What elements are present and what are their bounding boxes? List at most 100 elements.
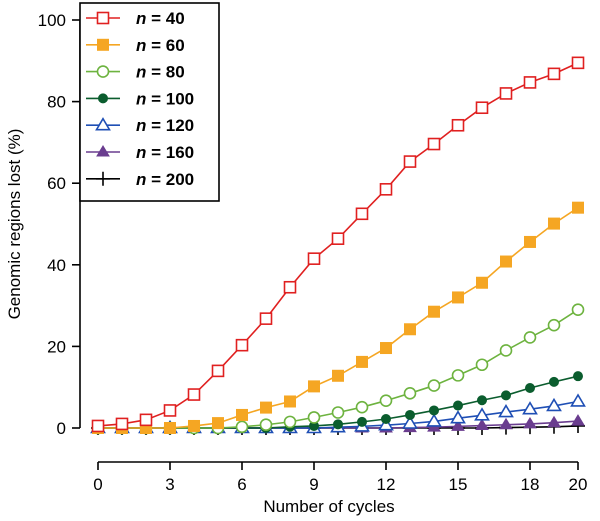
data-point: [307, 411, 321, 424]
x-axis-title: Number of cycles: [263, 497, 394, 516]
data-point: [475, 418, 489, 431]
data-point: [571, 56, 585, 70]
legend-label-variable: n: [136, 63, 146, 82]
data-point: [403, 387, 417, 400]
data-point: [235, 420, 249, 434]
legend-marker: [98, 93, 108, 104]
legend-label: n = 60: [136, 36, 185, 55]
data-point: [307, 252, 321, 265]
data-point: [356, 355, 368, 368]
data-point: [259, 312, 273, 325]
legend-label-value: = 100: [146, 89, 194, 108]
data-point: [450, 410, 466, 424]
x-tick-label: 9: [309, 475, 318, 494]
data-point: [236, 408, 248, 421]
data-point: [451, 369, 465, 382]
data-point: [378, 417, 394, 431]
legend-label: n = 100: [136, 89, 194, 108]
data-point: [380, 342, 392, 355]
legend-label-value: = 160: [146, 143, 194, 162]
data-point: [547, 67, 561, 81]
data-point: [452, 291, 464, 304]
data-point: [212, 417, 224, 430]
data-point: [523, 331, 537, 344]
legend-label: n = 40: [136, 9, 185, 28]
y-ticks: 0 20 40 60 80 100: [38, 11, 80, 438]
data-point: [333, 419, 343, 430]
axes: 0 20 40 60 80 100 0 3 6 9 12 15 18 20 Number of cycl…: [5, 11, 587, 516]
legend-label-value: = 40: [146, 9, 184, 28]
x-tick-label: 0: [93, 475, 102, 494]
legend-entry: n = 100: [86, 89, 194, 108]
legend-label: n = 160: [136, 143, 194, 162]
legend-marker: [95, 117, 111, 131]
data-point: [501, 390, 511, 401]
data-point: [331, 406, 345, 419]
data-point: [573, 371, 583, 382]
legend-label-variable: n: [136, 170, 146, 189]
data-point: [332, 369, 344, 382]
data-point: [525, 383, 535, 394]
legend-label-value: = 60: [146, 36, 184, 55]
data-point: [475, 358, 489, 372]
data-point: [139, 413, 153, 427]
legend-label: n = 80: [136, 63, 185, 82]
data-point: [524, 235, 536, 248]
legend-entry: n = 40: [86, 9, 185, 28]
data-point: [498, 404, 514, 418]
series-0: [91, 56, 585, 433]
data-point: [476, 276, 488, 289]
data-point: [284, 395, 296, 408]
data-point: [331, 232, 345, 245]
data-point: [451, 118, 465, 132]
legend-entry: n = 160: [86, 143, 194, 162]
data-point: [571, 414, 585, 426]
data-point: [499, 87, 513, 100]
series-1: [92, 201, 584, 434]
data-point: [188, 419, 200, 432]
data-point: [548, 217, 560, 230]
legend-entry: n = 120: [86, 116, 194, 135]
legend-label: n = 200: [136, 170, 194, 189]
data-point: [163, 404, 177, 417]
legend-label-variable: n: [136, 89, 146, 108]
legend-marker: [96, 171, 110, 186]
data-point: [260, 401, 272, 414]
plot-area: [90, 56, 586, 435]
legend-label-value: = 200: [146, 170, 194, 189]
x-tick-label: 3: [165, 475, 174, 494]
data-point: [355, 207, 369, 221]
data-point: [500, 255, 512, 268]
data-point: [283, 280, 297, 294]
y-tick-label: 60: [47, 174, 66, 193]
data-point: [308, 380, 320, 393]
y-tick-label: 0: [57, 419, 66, 438]
data-point: [572, 201, 584, 214]
data-point: [427, 137, 441, 151]
legend-label-value: = 120: [146, 116, 194, 135]
data-point: [427, 379, 441, 392]
legend-marker: [97, 38, 109, 51]
y-tick-label: 100: [38, 11, 66, 30]
y-axis-title: Genomic regions lost (%): [5, 129, 24, 320]
legend-entry: n = 80: [86, 63, 185, 82]
x-tick-label: 12: [377, 475, 396, 494]
x-ticks: 0 3 6 9 12 15 18 20: [93, 462, 587, 494]
x-tick-label: 6: [237, 475, 246, 494]
data-point: [283, 415, 297, 429]
data-point: [547, 415, 561, 428]
data-point: [404, 323, 416, 336]
data-point: [549, 376, 559, 387]
data-point: [571, 303, 585, 316]
data-point: [429, 405, 439, 416]
y-tick-label: 20: [47, 337, 66, 356]
x-tick-label: 18: [521, 475, 540, 494]
data-point: [547, 318, 561, 332]
legend-entry: n = 60: [86, 36, 185, 55]
legend-label-variable: n: [136, 36, 146, 55]
data-point: [522, 401, 538, 415]
x-tick-label: 15: [449, 475, 468, 494]
data-point: [91, 419, 105, 433]
